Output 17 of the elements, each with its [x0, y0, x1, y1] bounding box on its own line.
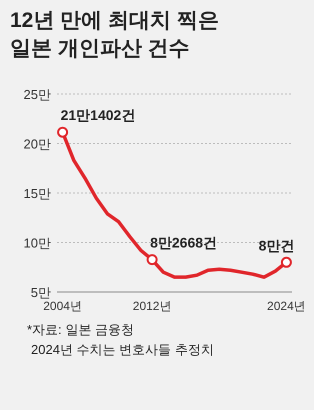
- point: [146, 254, 158, 266]
- y-tick-label: 20만: [24, 136, 51, 152]
- text: *자료: 일본 금융청: [27, 322, 134, 337]
- data-label: 21만1402건: [60, 107, 136, 124]
- x-tick-label: 2012년: [132, 299, 172, 313]
- text: 2024년 수치는 변호사들 추정치: [31, 342, 214, 357]
- point: [280, 256, 292, 268]
- x-tick-label: 2004년: [43, 299, 82, 313]
- data-label: 8만건: [258, 237, 294, 254]
- y-tick-label: 15만: [24, 186, 51, 201]
- point: [57, 126, 68, 138]
- y-tick-label: 5만: [30, 285, 51, 300]
- y-tick-label: 25만: [24, 87, 51, 102]
- data-label: 8만2668건: [150, 234, 218, 251]
- chart-title: 12년 만에 최대치 찍은 일본 개인파산 건수: [10, 9, 219, 60]
- x-tick-label: 2024년: [267, 299, 306, 313]
- y-tick-label: 10만: [24, 236, 51, 250]
